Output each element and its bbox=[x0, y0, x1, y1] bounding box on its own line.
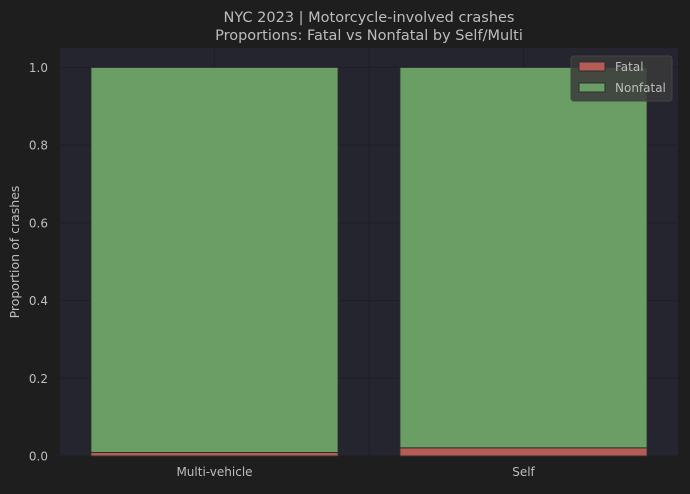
y-tick-label: 1.0 bbox=[29, 61, 48, 75]
chart-subtitle: Proportions: Fatal vs Nonfatal by Self/M… bbox=[215, 28, 523, 44]
bar-nonfatal-multi-vehicle bbox=[90, 66, 339, 454]
legend-swatch-fatal bbox=[578, 61, 606, 72]
legend-label-nonfatal: Nonfatal bbox=[615, 81, 666, 95]
axes: 0.0 0.2 0.4 0.6 0.8 1.0 Multi-vehicle Self bbox=[29, 61, 536, 479]
x-tick-label: Self bbox=[512, 465, 535, 479]
y-tick-label: 0.8 bbox=[29, 139, 48, 153]
chart-title: NYC 2023 | Motorcycle-involved crashes bbox=[224, 10, 515, 26]
y-axis-label: Proportion of crashes bbox=[7, 186, 22, 319]
legend: Fatal Nonfatal bbox=[570, 55, 673, 102]
legend-label-fatal: Fatal bbox=[615, 60, 644, 74]
y-tick-label: 0.4 bbox=[29, 294, 48, 308]
bars bbox=[90, 66, 648, 457]
legend-swatch-nonfatal bbox=[578, 82, 606, 93]
bar-fatal-multi-vehicle bbox=[90, 452, 339, 457]
y-tick-label: 0.6 bbox=[29, 216, 48, 230]
x-tick-label: Multi-vehicle bbox=[176, 465, 252, 479]
y-tick-label: 0.0 bbox=[29, 450, 48, 464]
y-tick-label: 0.2 bbox=[29, 372, 48, 386]
bar-fatal-self bbox=[399, 447, 648, 457]
bar-nonfatal-self bbox=[399, 66, 648, 449]
